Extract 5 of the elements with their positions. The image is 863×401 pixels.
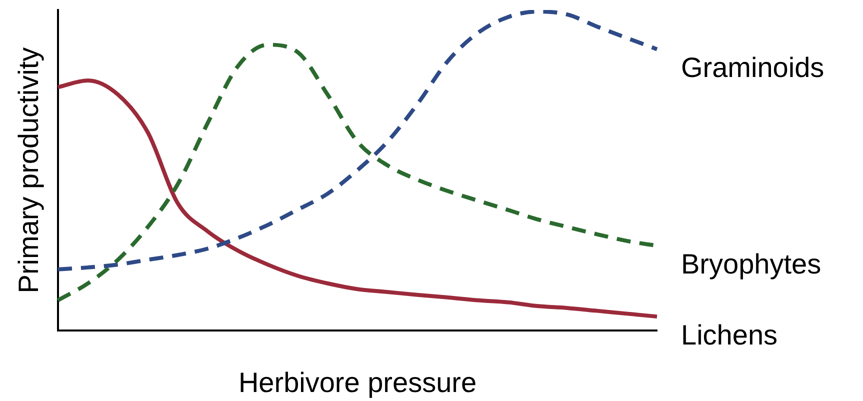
series-label: Graminoids — [681, 52, 824, 83]
x-axis-title: Herbivore pressure — [238, 367, 477, 398]
y-axis-title: Primary productivity — [13, 47, 44, 294]
series-label: Bryophytes — [681, 248, 822, 280]
series-label: Lichens — [681, 319, 778, 350]
